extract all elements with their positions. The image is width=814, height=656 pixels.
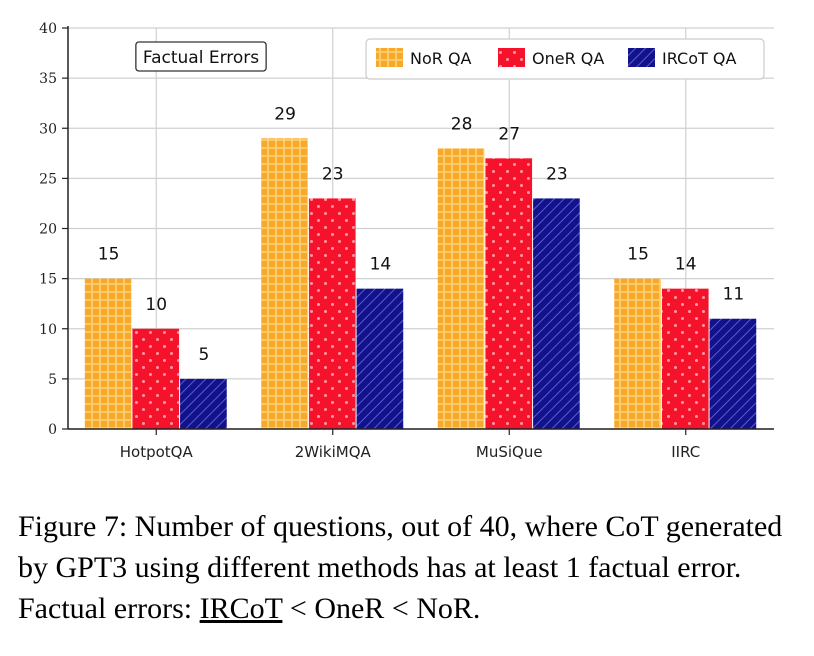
data-label: 5 xyxy=(198,345,209,365)
annotation-text: Factual Errors xyxy=(143,48,259,68)
data-labels: 15 29 28 15 10 23 27 14 5 14 23 11 xyxy=(98,104,744,365)
y-tick-label: 0 xyxy=(48,422,57,438)
bar-nor-qa-hotpotqa xyxy=(84,278,132,429)
bar-oner-qa-2wikimqa xyxy=(308,198,356,429)
bar-ircot-qa-musique xyxy=(533,198,580,429)
data-label: 27 xyxy=(498,124,520,144)
bar-nor-qa-2wikimqa xyxy=(261,138,308,429)
y-tick-label: 5 xyxy=(48,372,57,388)
caption-underlined-ircot: IRCoT xyxy=(199,592,283,625)
data-label: 14 xyxy=(370,255,392,275)
caption-prefix: Figure 7: Number of questions, out of 40… xyxy=(18,510,783,625)
bars xyxy=(84,138,757,430)
legend-swatch xyxy=(376,48,403,67)
legend-swatch xyxy=(628,48,655,67)
y-tick-label: 30 xyxy=(39,121,57,137)
data-label: 23 xyxy=(322,164,344,184)
legend-label: NoR QA xyxy=(410,49,472,68)
x-tick-label: MuSiQue xyxy=(476,443,543,461)
bar-ircot-qa-hotpotqa xyxy=(180,378,227,429)
x-tick-label: IIRC xyxy=(671,443,700,461)
y-tick-label: 35 xyxy=(39,71,57,87)
legend-label: OneR QA xyxy=(532,49,604,68)
legend-box xyxy=(365,38,765,80)
data-label: 23 xyxy=(546,164,568,184)
axes: 0 5 10 15 20 25 30 35 40 HotpotQA 2WikiMQA MuSiQue I… xyxy=(39,21,774,461)
bar-ircot-qa-2wikimqa xyxy=(356,288,404,429)
y-tick-label: 25 xyxy=(39,171,57,187)
data-label: 14 xyxy=(675,255,697,275)
data-label: 11 xyxy=(723,285,745,305)
bar-oner-qa-iirc xyxy=(661,288,709,429)
data-label: 29 xyxy=(274,104,296,124)
bar-oner-qa-musique xyxy=(485,158,533,429)
bar-oner-qa-hotpotqa xyxy=(132,328,180,429)
y-tick-label: 40 xyxy=(39,21,57,37)
figure-caption: Figure 7: Number of questions, out of 40… xyxy=(18,506,808,629)
y-tick-label: 15 xyxy=(39,272,57,288)
bar-chart: 0 5 10 15 20 25 30 35 40 HotpotQA 2WikiMQA MuSiQue I… xyxy=(39,21,774,461)
legend-label: IRCoT QA xyxy=(662,49,736,68)
bar-nor-qa-musique xyxy=(437,148,485,430)
legend: NoR QA OneR QA IRCoT QA xyxy=(365,38,765,80)
data-label: 10 xyxy=(145,295,167,315)
bar-nor-qa-iirc xyxy=(614,278,661,429)
data-label: 15 xyxy=(98,245,120,265)
data-label: 28 xyxy=(451,114,473,134)
caption-suffix: < OneR < NoR. xyxy=(282,592,481,625)
x-tick-label: 2WikiMQA xyxy=(295,443,372,461)
x-tick-label: HotpotQA xyxy=(120,443,194,461)
bar-ircot-qa-iirc xyxy=(709,318,757,429)
factual-errors-annotation: Factual Errors xyxy=(135,41,267,72)
y-tick-label: 20 xyxy=(39,222,57,238)
y-tick-label: 10 xyxy=(39,322,57,338)
annotation-box xyxy=(135,41,267,72)
legend-swatch xyxy=(498,48,525,67)
data-label: 15 xyxy=(627,245,649,265)
